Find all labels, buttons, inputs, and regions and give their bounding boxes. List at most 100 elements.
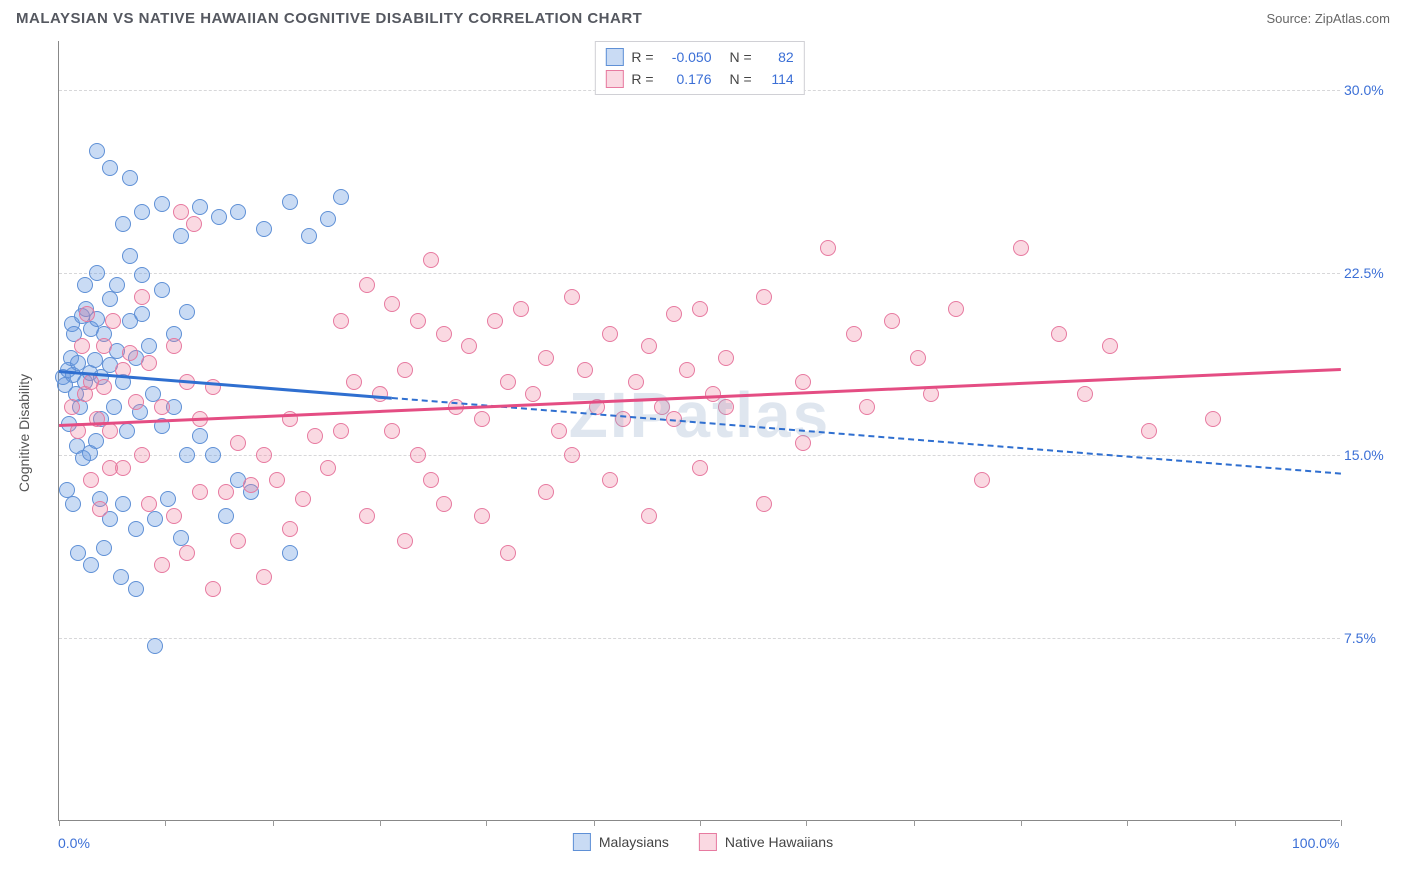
- data-point: [461, 338, 477, 354]
- stat-n: 114: [760, 68, 794, 90]
- data-point: [500, 374, 516, 390]
- data-point: [83, 472, 99, 488]
- data-point: [538, 484, 554, 500]
- data-point: [577, 362, 593, 378]
- data-point: [359, 277, 375, 293]
- data-point: [87, 352, 103, 368]
- data-point: [1102, 338, 1118, 354]
- data-point: [436, 496, 452, 512]
- data-point: [96, 540, 112, 556]
- data-point: [89, 265, 105, 281]
- data-point: [205, 447, 221, 463]
- data-point: [119, 423, 135, 439]
- data-point: [147, 511, 163, 527]
- y-tick-label: 30.0%: [1344, 82, 1398, 98]
- data-point: [65, 496, 81, 512]
- gridline-h: [59, 638, 1340, 639]
- data-point: [641, 508, 657, 524]
- x-tick: [806, 820, 807, 826]
- data-point: [134, 204, 150, 220]
- data-point: [192, 484, 208, 500]
- data-point: [307, 428, 323, 444]
- data-point: [641, 338, 657, 354]
- data-point: [179, 447, 195, 463]
- data-point: [718, 399, 734, 415]
- x-tick: [914, 820, 915, 826]
- data-point: [74, 338, 90, 354]
- chart-header: MALAYSIAN VS NATIVE HAWAIIAN COGNITIVE D…: [0, 0, 1406, 33]
- legend-item: Native Hawaiians: [699, 833, 833, 851]
- data-point: [282, 521, 298, 537]
- data-point: [692, 301, 708, 317]
- source-link[interactable]: ZipAtlas.com: [1315, 11, 1390, 26]
- x-max-label: 100.0%: [1292, 835, 1339, 851]
- data-point: [666, 306, 682, 322]
- x-tick: [273, 820, 274, 826]
- data-point: [230, 204, 246, 220]
- data-point: [102, 160, 118, 176]
- data-point: [83, 557, 99, 573]
- x-tick: [59, 820, 60, 826]
- data-point: [320, 211, 336, 227]
- data-point: [795, 435, 811, 451]
- data-point: [679, 362, 695, 378]
- stats-row: R = 0.176N = 114: [605, 68, 793, 90]
- data-point: [1051, 326, 1067, 342]
- data-point: [397, 533, 413, 549]
- data-point: [384, 423, 400, 439]
- data-point: [820, 240, 836, 256]
- data-point: [974, 472, 990, 488]
- data-point: [628, 374, 644, 390]
- data-point: [410, 447, 426, 463]
- x-tick: [486, 820, 487, 826]
- data-point: [154, 282, 170, 298]
- data-point: [147, 638, 163, 654]
- data-point: [96, 379, 112, 395]
- data-point: [256, 221, 272, 237]
- data-point: [192, 428, 208, 444]
- data-point: [192, 199, 208, 215]
- data-point: [96, 338, 112, 354]
- data-point: [218, 508, 234, 524]
- y-axis-label: Cognitive Disability: [16, 374, 32, 492]
- data-point: [134, 267, 150, 283]
- data-point: [211, 209, 227, 225]
- y-tick-label: 7.5%: [1344, 630, 1398, 646]
- data-point: [134, 289, 150, 305]
- data-point: [423, 472, 439, 488]
- data-point: [654, 399, 670, 415]
- data-point: [436, 326, 452, 342]
- data-point: [154, 557, 170, 573]
- x-tick: [165, 820, 166, 826]
- data-point: [256, 569, 272, 585]
- source-label: Source: ZipAtlas.com: [1266, 11, 1390, 26]
- data-point: [295, 491, 311, 507]
- data-point: [186, 216, 202, 232]
- data-point: [602, 326, 618, 342]
- x-tick: [1127, 820, 1128, 826]
- data-point: [525, 386, 541, 402]
- data-point: [551, 423, 567, 439]
- data-point: [70, 545, 86, 561]
- data-point: [1205, 411, 1221, 427]
- data-point: [166, 338, 182, 354]
- legend-label: Malaysians: [599, 834, 669, 850]
- data-point: [141, 355, 157, 371]
- data-point: [113, 569, 129, 585]
- data-point: [333, 313, 349, 329]
- data-point: [410, 313, 426, 329]
- data-point: [122, 345, 138, 361]
- data-point: [105, 313, 121, 329]
- plot-region: 7.5%15.0%22.5%30.0%ZIPatlasR = -0.050N =…: [58, 41, 1340, 821]
- data-point: [359, 508, 375, 524]
- data-point: [397, 362, 413, 378]
- data-point: [346, 374, 362, 390]
- data-point: [487, 313, 503, 329]
- data-point: [602, 472, 618, 488]
- data-point: [205, 581, 221, 597]
- data-point: [115, 216, 131, 232]
- legend-bottom: Malaysians Native Hawaiians: [573, 833, 833, 851]
- data-point: [333, 423, 349, 439]
- data-point: [230, 435, 246, 451]
- data-point: [1013, 240, 1029, 256]
